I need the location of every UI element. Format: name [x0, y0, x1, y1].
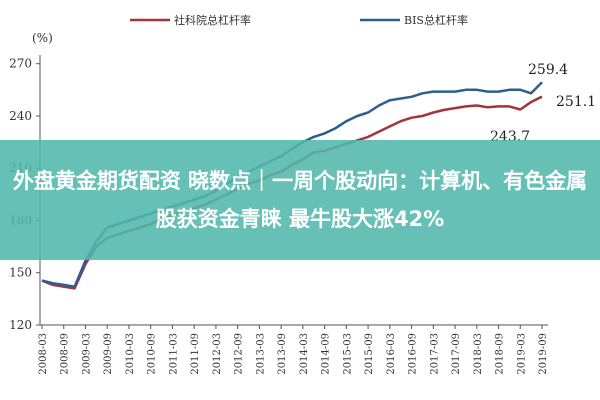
headline-banner: 外盘黄金期货配资 晓数点｜一周个股动向：计算机、有色金属股获资金青睐 最牛股大涨…: [0, 140, 600, 260]
x-tick-label: 2014-03: [299, 333, 310, 375]
y-tick-label: 120: [9, 318, 32, 332]
x-tick-label: 2010-03: [125, 333, 136, 375]
x-tick-label: 2008-03: [38, 333, 49, 375]
x-tick-label: 2011-03: [168, 333, 179, 375]
x-tick-label: 2015-09: [364, 333, 375, 375]
x-tick-label: 2019-09: [538, 333, 549, 375]
x-tick-label: 2016-09: [408, 333, 419, 375]
x-tick-label: 2016-03: [386, 333, 397, 375]
x-tick-label: 2012-09: [234, 333, 245, 375]
y-tick-label: 150: [9, 266, 32, 280]
x-tick-label: 2017-09: [451, 333, 462, 375]
x-tick-label: 2008-09: [60, 333, 71, 375]
x-tick-label: 2010-09: [147, 333, 158, 375]
plot-area: 1201501802102402702008-032008-092009-032…: [9, 55, 549, 375]
x-tick-label: 2012-03: [212, 333, 223, 375]
legend-label-series2: BIS总杠杆率: [404, 13, 468, 27]
y-axis-unit-label: (%): [32, 31, 53, 45]
y-tick-label: 270: [9, 57, 32, 71]
x-tick-label: 2019-03: [516, 333, 527, 375]
data-label-cass-end: 251.1: [556, 94, 596, 110]
x-tick-label: 2013-03: [255, 333, 266, 375]
x-tick-label: 2018-03: [473, 333, 484, 375]
x-tick-label: 2011-09: [190, 333, 201, 375]
x-tick-label: 2009-03: [81, 333, 92, 375]
headline-text: 外盘黄金期货配资 晓数点｜一周个股动向：计算机、有色金属股获资金青睐 最牛股大涨…: [12, 169, 588, 231]
x-tick-label: 2013-09: [277, 333, 288, 375]
x-tick-label: 2015-03: [342, 333, 353, 375]
data-label-bis-end: 259.4: [528, 62, 568, 78]
y-tick-label: 240: [9, 109, 32, 123]
x-tick-label: 2009-09: [103, 333, 114, 375]
x-tick-label: 2014-09: [321, 333, 332, 375]
x-tick-label: 2018-09: [495, 333, 506, 375]
x-tick-label: 2017-03: [429, 333, 440, 375]
legend: 社科院总杠杆率 BIS总杠杆率: [130, 13, 468, 27]
legend-label-series1: 社科院总杠杆率: [174, 13, 251, 27]
